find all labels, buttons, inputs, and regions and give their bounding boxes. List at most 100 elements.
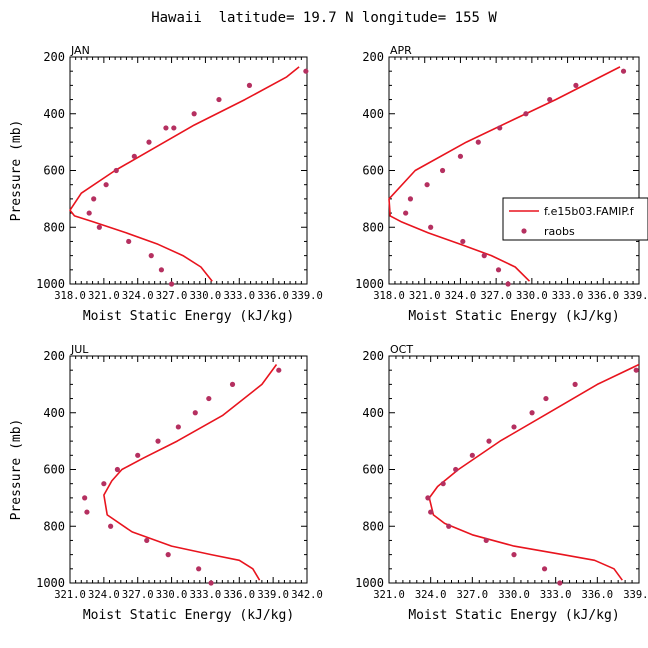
y-tick-label: 600 — [362, 164, 384, 178]
raobs-point — [495, 267, 502, 273]
y-tick-label: 600 — [43, 463, 65, 477]
y-tick-label: 800 — [362, 220, 384, 234]
model-series-line — [428, 363, 640, 581]
raobs-point — [276, 367, 282, 373]
y-tick-label: 800 — [43, 519, 65, 533]
raobs-point — [208, 580, 214, 586]
y-tick-label: 200 — [43, 349, 65, 363]
raobs-point — [424, 182, 430, 188]
raobs-point — [96, 224, 102, 230]
x-axis-label: Moist Static Energy (kJ/kg) — [408, 309, 619, 324]
raobs-point — [529, 410, 535, 416]
plot-frame — [69, 56, 308, 285]
raobs-point — [511, 424, 517, 430]
figure-title: Hawaii latitude= 19.7 N longitude= 155 W — [151, 10, 497, 26]
legend-model-label: f.e15b03.FAMIP.f — [544, 205, 635, 218]
raobs-point — [453, 466, 459, 473]
raobs-point — [84, 509, 90, 515]
y-tick-label: 1000 — [355, 277, 384, 291]
raobs-point — [144, 537, 150, 544]
x-tick-label: 336.0 — [582, 589, 614, 601]
model-series-line — [388, 66, 621, 282]
y-tick-label: 200 — [43, 50, 65, 64]
raobs-point — [135, 452, 141, 458]
legend-box — [502, 197, 648, 241]
panel-jan: 318.0 321.0 324.0 327.0 330.0 333.0 336.0 339.0… — [9, 44, 323, 324]
raobs-point — [620, 68, 627, 74]
x-tick-label: 339.0 — [291, 290, 323, 302]
raobs-point — [108, 523, 114, 529]
raobs-point — [82, 495, 88, 501]
raobs-point — [469, 452, 475, 458]
x-tick-label: 333.0 — [223, 290, 255, 302]
panel-oct: 321.0 324.0 327.0 330.0 333.0 336.0 339.0 200 40… — [355, 343, 648, 623]
x-tick-label: 327.0 — [122, 589, 154, 601]
x-tick-label: 327.0 — [480, 290, 512, 302]
raobs-point — [146, 139, 152, 145]
x-tick-label: 324.0 — [445, 290, 477, 302]
y-tick-label: 600 — [362, 463, 384, 477]
raobs-point — [165, 552, 171, 558]
x-tick-label: 333.0 — [190, 589, 222, 601]
raobs-point — [101, 481, 107, 487]
panel-label: OCT — [390, 343, 413, 356]
raobs-point — [86, 210, 92, 216]
legend-obs-swatch — [521, 228, 527, 234]
raobs-point — [216, 96, 222, 103]
model-series-line — [69, 66, 300, 282]
raobs-point — [483, 537, 489, 544]
raobs-point — [439, 167, 446, 174]
raobs-point — [497, 125, 503, 131]
x-tick-label: 339.0 — [623, 290, 648, 302]
x-tick-label: 330.0 — [516, 290, 548, 302]
raobs-point — [446, 523, 452, 529]
raobs-point — [505, 281, 511, 287]
raobs-point — [428, 509, 434, 515]
legend-obs-label: raobs — [544, 225, 575, 238]
raobs-point — [403, 210, 409, 216]
raobs-point — [163, 125, 169, 131]
raobs-point — [113, 167, 119, 174]
raobs-point — [158, 267, 165, 273]
panel-label: APR — [390, 44, 412, 57]
x-tick-label: 336.0 — [587, 290, 619, 302]
raobs-point — [91, 196, 97, 202]
x-tick-label: 333.0 — [552, 290, 584, 302]
raobs-point — [303, 68, 309, 74]
raobs-point — [131, 153, 137, 159]
model-series-line — [103, 364, 278, 581]
x-tick-label: 324.0 — [415, 589, 447, 601]
y-tick-label: 400 — [362, 406, 384, 420]
y-axis-label: Pressure (mb) — [9, 419, 24, 521]
raobs-point — [192, 410, 198, 416]
raobs-point — [148, 253, 154, 259]
raobs-point — [428, 224, 434, 230]
x-tick-label: 330.0 — [156, 589, 188, 601]
raobs-point — [229, 381, 236, 387]
y-tick-label: 400 — [43, 406, 65, 420]
x-tick-label: 336.0 — [223, 589, 255, 601]
raobs-point — [155, 438, 161, 444]
y-tick-label: 200 — [362, 50, 384, 64]
x-tick-label: 321.0 — [54, 589, 86, 601]
panel-jul: 321.0 324.0 327.0 330.0 333.0 336.0 339.0 342.0… — [9, 343, 323, 623]
x-tick-label: 324.0 — [122, 290, 154, 302]
x-tick-label: 327.0 — [156, 290, 188, 302]
raobs-point — [475, 139, 481, 145]
raobs-point — [573, 82, 579, 88]
raobs-point — [126, 238, 132, 245]
raobs-point — [633, 367, 639, 373]
x-tick-label: 321.0 — [409, 290, 441, 302]
raobs-point — [407, 196, 414, 202]
y-tick-label: 400 — [43, 107, 65, 121]
y-tick-label: 400 — [362, 107, 384, 121]
x-tick-label: 336.0 — [257, 290, 289, 302]
raobs-point — [168, 281, 175, 287]
panel-label: JUL — [70, 343, 89, 356]
x-axis-label: Moist Static Energy (kJ/kg) — [83, 608, 294, 623]
y-tick-label: 1000 — [36, 277, 65, 291]
raobs-point — [543, 395, 549, 402]
raobs-point — [206, 395, 212, 402]
